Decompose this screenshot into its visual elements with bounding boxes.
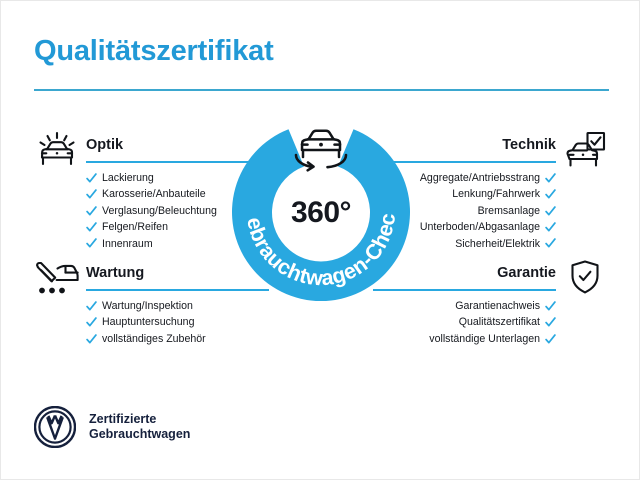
list-item-label: vollständiges Zubehör: [102, 332, 206, 345]
section-title: Wartung: [86, 265, 145, 281]
section-title: Optik: [86, 137, 124, 153]
list-item-label: Verglasung/Beleuchtung: [102, 204, 217, 217]
check-icon: [545, 205, 556, 217]
list-item: Bremsanlage: [373, 203, 556, 219]
list-item-label: Lackierung: [102, 172, 154, 184]
list-item-label: Lenkung/Fahrwerk: [452, 188, 540, 201]
section-title: Technik: [502, 137, 556, 153]
list-item-label: Karosserie/Anbauteile: [102, 188, 206, 201]
car-checkbox-icon: [562, 131, 608, 169]
volkswagen-logo: [34, 406, 76, 448]
section-header-technik: Technik: [373, 133, 608, 163]
check-icon: [545, 189, 556, 200]
list-item-label: Qualitätszertifikat: [458, 316, 540, 329]
check-icon: [545, 238, 556, 249]
list-item: Wartung/Inspektion: [86, 298, 269, 314]
section-garantie: Garantie Garantienachweis Qualitätszerti…: [373, 259, 608, 347]
list-item: Sicherheit/Elektrik: [373, 236, 556, 252]
list-item-label: Sicherheit/Elektrik: [455, 237, 540, 250]
list-item: Lenkung/Fahrwerk: [373, 186, 556, 202]
checklist-garantie: Garantienachweis Qualitätszertifikat vol…: [373, 298, 608, 347]
car-shine-icon: [34, 131, 80, 169]
section-divider: [373, 289, 556, 291]
checklist-technik: Aggregate/Antriebsstrang Lenkung/Fahrwer…: [373, 170, 608, 252]
check-icon: [545, 300, 556, 312]
shield-check-icon: [562, 259, 608, 297]
list-item: vollständige Unterlagen: [373, 331, 556, 347]
360-check-badge: Gebrauchtwagen-Check 360°: [226, 116, 416, 306]
vw-text-line2: Gebrauchtwagen: [89, 427, 191, 441]
list-item-label: Unterboden/Abgasanlage: [419, 221, 540, 234]
checklist-wartung: Wartung/Inspektion Hauptuntersuchung vol…: [34, 298, 269, 347]
wrench-car-icon: [34, 259, 80, 297]
section-wartung: Wartung Wartung/Inspektion Hauptuntersuc…: [34, 261, 269, 347]
volkswagen-wordmark: Zertifizierte Gebrauchtwagen: [89, 412, 190, 443]
section-header-wartung: Wartung: [34, 261, 269, 291]
section-header-optik: Optik: [34, 133, 269, 163]
list-item: Karosserie/Anbauteile: [86, 186, 269, 202]
section-technik: Technik Aggregate/Antriebsstrang Lenkung…: [373, 131, 608, 252]
list-item-label: Garantienachweis: [455, 300, 540, 312]
check-icon: [86, 172, 97, 184]
check-icon: [545, 317, 556, 328]
list-item: Innenraum: [86, 236, 269, 252]
check-icon: [86, 238, 97, 249]
check-icon: [86, 300, 97, 312]
header-divider: [34, 89, 609, 91]
list-item-label: Felgen/Reifen: [102, 221, 168, 234]
page-title: Qualitätszertifikat: [34, 35, 274, 67]
list-item-label: Wartung/Inspektion: [102, 300, 193, 312]
list-item: Garantienachweis: [373, 298, 556, 314]
section-header-garantie: Garantie: [373, 261, 608, 291]
check-icon: [86, 317, 97, 328]
list-item-label: Bremsanlage: [477, 204, 540, 217]
list-item: vollständiges Zubehör: [86, 331, 269, 347]
list-item-label: vollständige Unterlagen: [429, 332, 540, 345]
section-title: Garantie: [497, 265, 556, 281]
list-item: Qualitätszertifikat: [373, 314, 556, 330]
list-item: Hauptuntersuchung: [86, 314, 269, 330]
badge-ring: Gebrauchtwagen-Check: [226, 116, 410, 302]
section-divider: [373, 161, 556, 163]
list-item: Verglasung/Beleuchtung: [86, 203, 269, 219]
check-icon: [545, 333, 556, 345]
list-item: Aggregate/Antriebsstrang: [373, 170, 556, 186]
volkswagen-brand-footer: Zertifizierte Gebrauchtwagen: [34, 406, 190, 448]
check-icon: [545, 222, 556, 233]
list-item: Lackierung: [86, 170, 269, 186]
check-icon: [86, 189, 97, 200]
section-divider: [86, 161, 269, 163]
section-divider: [86, 289, 269, 291]
check-icon: [545, 172, 556, 184]
section-optik: Optik Lackierung Karosserie/Anbauteile: [34, 131, 269, 252]
list-item-label: Aggregate/Antriebsstrang: [419, 172, 540, 184]
checklist-optik: Lackierung Karosserie/Anbauteile Verglas…: [34, 170, 269, 252]
car-rotation-icon: [284, 111, 358, 175]
check-icon: [86, 205, 97, 217]
check-icon: [86, 222, 97, 233]
list-item-label: Hauptuntersuchung: [102, 316, 195, 329]
check-icon: [86, 333, 97, 345]
list-item: Unterboden/Abgasanlage: [373, 219, 556, 235]
vw-text-line1: Zertifizierte: [89, 411, 157, 426]
list-item: Felgen/Reifen: [86, 219, 269, 235]
list-item-label: Innenraum: [102, 237, 153, 250]
